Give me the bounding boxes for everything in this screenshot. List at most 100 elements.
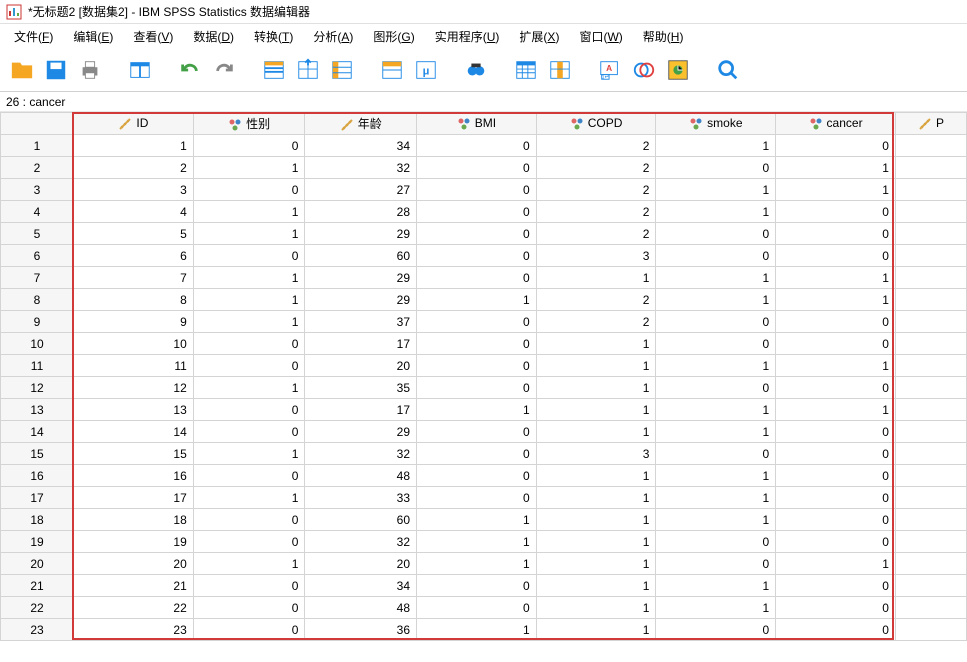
column-header-性别[interactable]: 性别 <box>193 113 305 135</box>
cell[interactable]: 0 <box>776 311 896 333</box>
row-number[interactable]: 8 <box>1 289 74 311</box>
cell[interactable]: 0 <box>417 135 537 157</box>
menu-d[interactable]: 数据(D) <box>183 26 244 47</box>
cell[interactable]: 1 <box>74 135 194 157</box>
cell[interactable]: 32 <box>305 157 417 179</box>
row-number[interactable]: 14 <box>1 421 74 443</box>
recent-button[interactable] <box>126 56 154 84</box>
row-number[interactable]: 9 <box>1 311 74 333</box>
cell[interactable] <box>895 333 966 355</box>
cell[interactable]: 1 <box>193 223 305 245</box>
open-button[interactable] <box>8 56 36 84</box>
row-number[interactable]: 16 <box>1 465 74 487</box>
cell[interactable]: 0 <box>776 487 896 509</box>
row-number[interactable]: 12 <box>1 377 74 399</box>
row-number[interactable]: 7 <box>1 267 74 289</box>
cell[interactable]: 1 <box>193 289 305 311</box>
cell[interactable]: 0 <box>417 245 537 267</box>
row-number[interactable]: 6 <box>1 245 74 267</box>
cell[interactable]: 1 <box>656 465 776 487</box>
cell[interactable] <box>895 465 966 487</box>
menu-e[interactable]: 编辑(E) <box>63 26 123 47</box>
cell[interactable]: 16 <box>74 465 194 487</box>
cell[interactable]: 1 <box>776 267 896 289</box>
cell[interactable]: 21 <box>74 575 194 597</box>
print-button[interactable] <box>76 56 104 84</box>
cell[interactable]: 0 <box>417 597 537 619</box>
cell[interactable] <box>895 399 966 421</box>
row-number[interactable]: 20 <box>1 553 74 575</box>
column-header-P[interactable]: P <box>895 113 966 135</box>
row-number[interactable]: 17 <box>1 487 74 509</box>
cell[interactable]: 5 <box>74 223 194 245</box>
variables-button[interactable] <box>294 56 322 84</box>
cell[interactable]: 17 <box>74 487 194 509</box>
cell[interactable] <box>895 201 966 223</box>
cell[interactable]: 15 <box>74 443 194 465</box>
cell[interactable] <box>895 619 966 641</box>
cell[interactable]: 32 <box>305 531 417 553</box>
cell[interactable]: 60 <box>305 245 417 267</box>
cell[interactable]: 0 <box>193 399 305 421</box>
cell[interactable] <box>895 245 966 267</box>
cell[interactable]: 0 <box>656 311 776 333</box>
cell[interactable]: 1 <box>193 201 305 223</box>
cell[interactable]: 6 <box>74 245 194 267</box>
cell[interactable]: 0 <box>417 157 537 179</box>
row-number[interactable]: 23 <box>1 619 74 641</box>
menu-f[interactable]: 文件(F) <box>4 26 63 47</box>
cell[interactable]: 0 <box>776 377 896 399</box>
cell[interactable]: 0 <box>776 135 896 157</box>
cell[interactable]: 1 <box>417 553 537 575</box>
cell[interactable]: 17 <box>305 399 417 421</box>
search-button[interactable] <box>714 56 742 84</box>
cell[interactable]: 29 <box>305 267 417 289</box>
cell[interactable]: 7 <box>74 267 194 289</box>
cell[interactable]: 1 <box>536 531 656 553</box>
cell[interactable]: 48 <box>305 597 417 619</box>
cell[interactable]: 0 <box>193 597 305 619</box>
row-number[interactable]: 22 <box>1 597 74 619</box>
cell[interactable]: 0 <box>193 531 305 553</box>
cell[interactable]: 0 <box>417 575 537 597</box>
menu-v[interactable]: 查看(V) <box>123 26 183 47</box>
cell[interactable]: 0 <box>776 531 896 553</box>
value-labels-button[interactable]: A1↵ <box>596 56 624 84</box>
cell[interactable]: 0 <box>417 201 537 223</box>
cell[interactable]: 2 <box>74 157 194 179</box>
cell[interactable]: 1 <box>656 201 776 223</box>
cell[interactable]: 1 <box>193 377 305 399</box>
cell[interactable]: 0 <box>776 597 896 619</box>
cell[interactable]: 19 <box>74 531 194 553</box>
cell[interactable] <box>895 311 966 333</box>
select-cases-button[interactable] <box>512 56 540 84</box>
cell[interactable]: 1 <box>656 597 776 619</box>
row-number[interactable]: 19 <box>1 531 74 553</box>
cell[interactable] <box>895 179 966 201</box>
row-number[interactable]: 4 <box>1 201 74 223</box>
cell[interactable]: 0 <box>776 223 896 245</box>
cell[interactable]: 0 <box>776 245 896 267</box>
data-grid[interactable]: ID性别年龄BMICOPDsmokecancerP 11034021022132… <box>0 112 967 641</box>
column-header-年龄[interactable]: 年龄 <box>305 113 417 135</box>
cell[interactable]: 29 <box>305 223 417 245</box>
cell[interactable]: 0 <box>417 487 537 509</box>
insert-variable-button[interactable] <box>546 56 574 84</box>
cell[interactable]: 20 <box>74 553 194 575</box>
cell[interactable]: 60 <box>305 509 417 531</box>
cell[interactable]: 1 <box>536 399 656 421</box>
cell[interactable]: 1 <box>656 179 776 201</box>
row-number[interactable]: 13 <box>1 399 74 421</box>
cell[interactable]: 0 <box>656 377 776 399</box>
cell[interactable]: 3 <box>74 179 194 201</box>
cell[interactable]: 0 <box>417 421 537 443</box>
cell[interactable]: 17 <box>305 333 417 355</box>
row-number[interactable]: 1 <box>1 135 74 157</box>
row-number[interactable]: 5 <box>1 223 74 245</box>
find-button[interactable] <box>328 56 356 84</box>
column-header-COPD[interactable]: COPD <box>536 113 656 135</box>
cell[interactable]: 12 <box>74 377 194 399</box>
cell[interactable]: 1 <box>656 509 776 531</box>
row-number[interactable]: 18 <box>1 509 74 531</box>
cell[interactable]: 34 <box>305 135 417 157</box>
